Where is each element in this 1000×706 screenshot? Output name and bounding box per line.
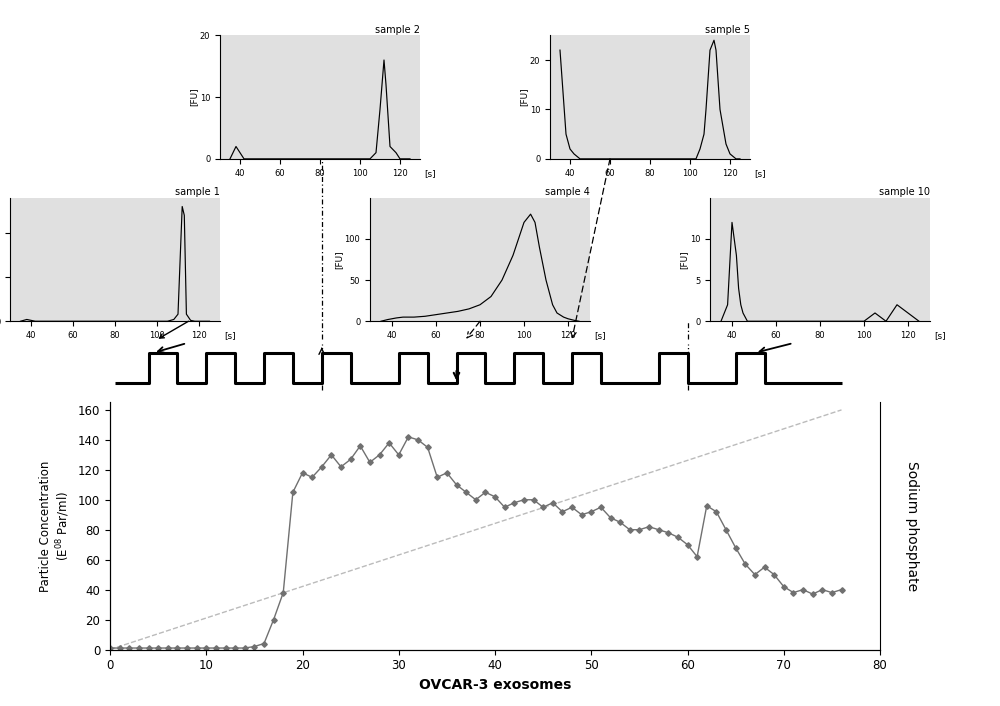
Text: [s]: [s] <box>424 169 436 178</box>
Y-axis label: [FU]: [FU] <box>519 88 528 107</box>
Text: sample 1: sample 1 <box>175 187 220 197</box>
Y-axis label: [FU]: [FU] <box>189 88 198 107</box>
Text: [s]: [s] <box>754 169 766 178</box>
Y-axis label: [FU]: [FU] <box>334 250 343 269</box>
Text: sample 2: sample 2 <box>375 25 420 35</box>
Y-axis label: Particle Concentration
(E$^{08}$ Par/ml): Particle Concentration (E$^{08}$ Par/ml) <box>39 460 72 592</box>
Y-axis label: Sodium phosphate: Sodium phosphate <box>905 461 919 591</box>
Text: [s]: [s] <box>934 331 946 340</box>
Text: sample 5: sample 5 <box>705 25 750 35</box>
X-axis label: OVCAR-3 exosomes: OVCAR-3 exosomes <box>419 678 571 692</box>
Text: [s]: [s] <box>224 331 236 340</box>
Text: sample 4: sample 4 <box>545 187 590 197</box>
Text: [s]: [s] <box>594 331 606 340</box>
Text: sample 10: sample 10 <box>879 187 930 197</box>
Y-axis label: [FU]: [FU] <box>679 250 688 269</box>
